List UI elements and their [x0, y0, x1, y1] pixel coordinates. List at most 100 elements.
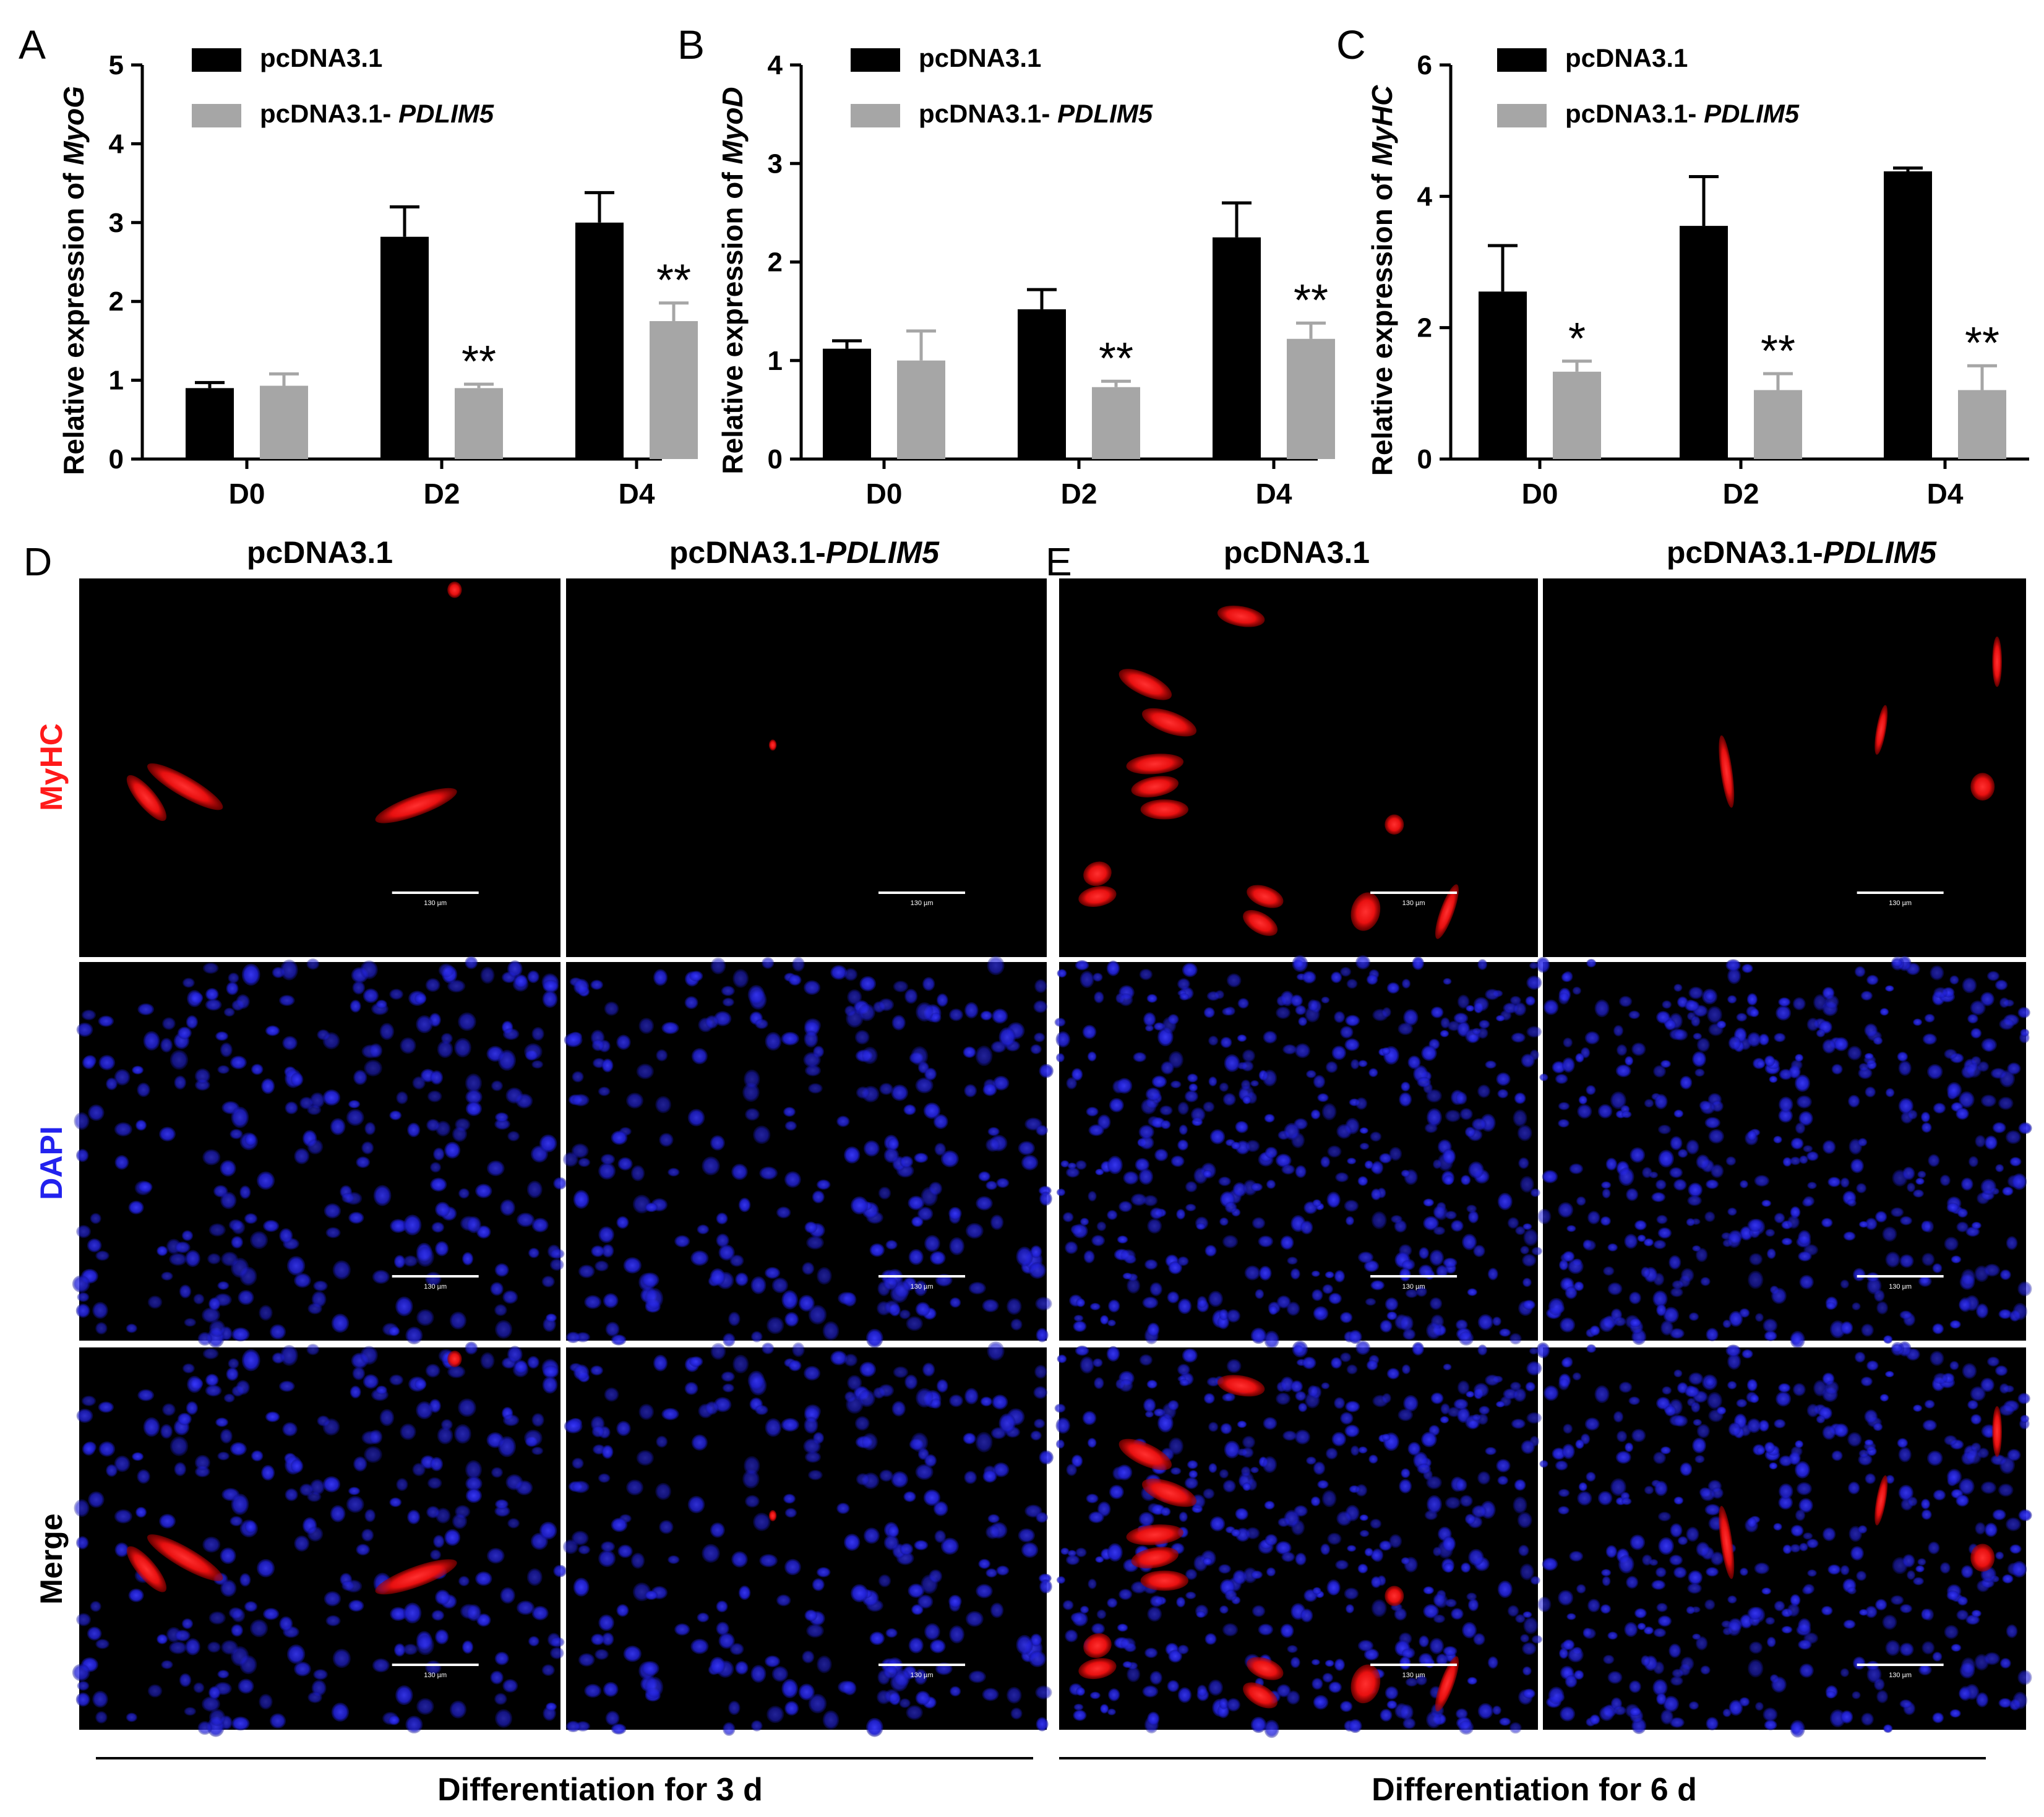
nucleus [1466, 1391, 1475, 1398]
panel-label-b: B [677, 22, 705, 67]
micrograph-d-pdlim5-dapi: 130 µm [562, 956, 1054, 1348]
nucleus [1196, 1295, 1208, 1308]
nucleus [808, 1083, 823, 1094]
nucleus [1725, 959, 1741, 972]
nucleus [1858, 1063, 1869, 1072]
column-header-d-pdlim5: pcDNA3.1-PDLIM5 [669, 535, 940, 570]
nucleus [505, 1474, 523, 1491]
nucleus [1513, 1496, 1527, 1514]
nucleus [728, 1312, 741, 1326]
nucleus [844, 968, 858, 981]
nucleus [1852, 1302, 1861, 1311]
nucleus [1756, 1060, 1766, 1068]
nucleus [1336, 1123, 1352, 1139]
nucleus [1241, 1060, 1254, 1072]
nucleus [1371, 1211, 1387, 1229]
nucleus [1736, 1399, 1748, 1408]
nucleus [1874, 1599, 1887, 1611]
nucleus [1016, 1634, 1033, 1655]
nucleus [1088, 1578, 1097, 1589]
nucleus [1300, 1609, 1313, 1623]
nucleus [899, 1698, 911, 1708]
nucleus [1177, 1687, 1192, 1703]
nucleus [1907, 1497, 1918, 1507]
nucleus [1219, 1469, 1229, 1479]
nucleus [92, 1690, 108, 1708]
nucleus [1100, 1704, 1109, 1714]
nucleus [1445, 1109, 1461, 1122]
nucleus [1399, 1656, 1411, 1670]
nucleus [217, 1670, 230, 1679]
nucleus [1594, 1385, 1610, 1403]
nucleus [1883, 1335, 1893, 1344]
nucleus [1695, 1248, 1708, 1263]
nucleus [865, 1717, 883, 1737]
nucleus [1030, 1245, 1042, 1258]
nucleus [114, 1068, 131, 1086]
nucleus [1526, 1361, 1542, 1376]
nucleus [1073, 1703, 1084, 1711]
nucleus [992, 1008, 1008, 1024]
nucleus [1792, 1383, 1806, 1396]
nucleus [1831, 1063, 1843, 1075]
nucleus [1399, 1704, 1414, 1720]
nucleus [1795, 1509, 1806, 1521]
nucleus [1055, 1031, 1070, 1048]
nucleus [526, 1568, 543, 1586]
nucleus [313, 1280, 328, 1292]
nucleus [427, 1090, 442, 1102]
nucleus [1282, 1430, 1297, 1441]
nucleus [1096, 1609, 1107, 1620]
nucleus [430, 1456, 444, 1472]
nucleus [81, 1395, 97, 1407]
nucleus [1057, 969, 1067, 978]
nucleus [1958, 1298, 1971, 1312]
nucleus [1344, 1200, 1359, 1212]
nucleus [1339, 1701, 1353, 1712]
significance-marker: ** [1099, 334, 1133, 384]
nucleus [1847, 1199, 1857, 1207]
nucleus [1537, 1208, 1552, 1224]
nucleus [1641, 1266, 1651, 1278]
nucleus [137, 1181, 153, 1193]
nucleus [186, 1375, 202, 1393]
nucleus [924, 1454, 937, 1467]
nucleus [251, 1063, 264, 1075]
nucleus [1822, 1039, 1836, 1054]
nucleus [331, 1703, 350, 1722]
nucleus [1177, 1101, 1189, 1115]
myhc-positive-cell [1247, 1657, 1284, 1680]
micrograph-d-control-merge: 130 µm [72, 1341, 567, 1737]
nucleus [908, 1583, 925, 1598]
nucleus [1776, 1005, 1792, 1021]
nucleus [661, 1407, 679, 1420]
nucleus [1933, 1102, 1946, 1114]
x-tick-label: D4 [1256, 478, 1292, 510]
nucleus [745, 1108, 760, 1121]
nucleus [1529, 961, 1539, 969]
nucleus [1933, 1372, 1948, 1385]
nucleus [454, 1424, 471, 1444]
nucleus [968, 1670, 986, 1683]
nucleus [244, 1601, 258, 1612]
panel-label-e: E [1046, 539, 1072, 584]
nucleus [361, 1528, 374, 1542]
nucleus [1445, 1497, 1461, 1510]
nucleus [1999, 1404, 2015, 1416]
nucleus [1220, 1036, 1232, 1049]
nucleus [307, 1139, 324, 1154]
nucleus [1778, 1483, 1793, 1500]
nucleus [1348, 1719, 1362, 1733]
nucleus [645, 1287, 664, 1309]
nucleus [1848, 1481, 1860, 1495]
nucleus [674, 1623, 690, 1636]
nucleus [1561, 972, 1572, 982]
nucleus [76, 1613, 92, 1626]
nucleus [1704, 1599, 1716, 1610]
nucleus [645, 1590, 658, 1600]
nucleus [1696, 1037, 1710, 1052]
myhc-positive-cell [375, 1559, 457, 1595]
nucleus [2009, 1157, 2022, 1167]
